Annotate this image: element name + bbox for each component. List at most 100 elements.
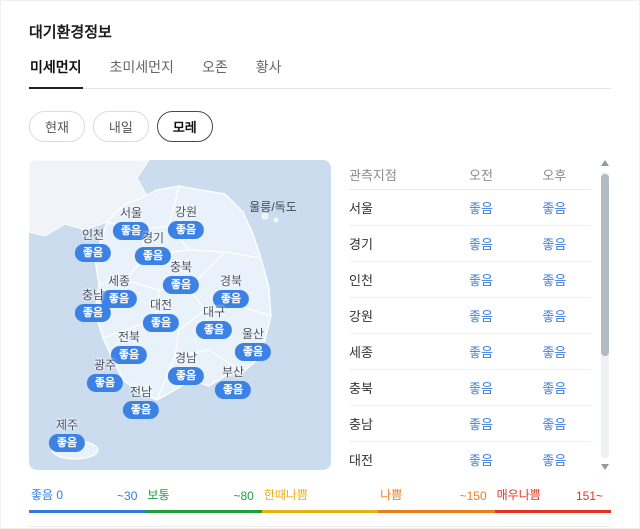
table-row: 서울 좋음 좋음 xyxy=(349,190,591,226)
status-badge: 좋음 xyxy=(134,247,172,265)
scroll-up-arrow-icon[interactable] xyxy=(601,160,609,166)
legend-segment: 보통 ~80 xyxy=(145,486,262,513)
cell-morning-status: 좋음 xyxy=(469,453,493,468)
status-badge: 좋음 xyxy=(112,222,150,240)
cell-region: 대전 xyxy=(349,453,373,468)
region-label: 경북 xyxy=(219,274,243,288)
cell-morning-status: 좋음 xyxy=(469,345,493,360)
day-filter-pill[interactable]: 내일 xyxy=(92,111,149,142)
region-label: 광주 xyxy=(93,358,117,372)
region-label: 경남 xyxy=(174,351,198,365)
status-badge: 좋음 xyxy=(86,374,124,392)
legend-range: ~150 xyxy=(459,489,487,503)
table-body: 서울 좋음 좋음 경기 좋음 좋음 인천 좋음 좋음 강원 좋음 좋음 세종 좋음 좋음 충북 좋음 좋음 충남 좋음… xyxy=(349,190,591,470)
tab-item[interactable]: 오존 xyxy=(201,57,229,88)
col-header-station: 관측지점 xyxy=(349,168,397,183)
status-badge: 좋음 xyxy=(142,314,180,332)
region-label: 인천 xyxy=(81,228,105,242)
cell-region: 인천 xyxy=(349,273,373,288)
table-row: 충북 좋음 좋음 xyxy=(349,370,591,406)
island-label: 울릉/독도 xyxy=(249,200,297,214)
aqi-legend: 좋음 0 ~30 보통 ~80 한때나쁨 나쁨 ~150 매우나쁨 151~ xyxy=(29,486,612,513)
cell-afternoon-status: 좋음 xyxy=(542,237,567,252)
cell-morning-status: 좋음 xyxy=(469,417,493,432)
cell-afternoon-status: 좋음 xyxy=(542,309,567,324)
tab-item[interactable]: 황사 xyxy=(255,57,283,88)
aqi-table: 관측지점 오전 오후 서울 좋음 좋음 경기 좋음 좋음 인천 좋음 좋음 강원 좋음 좋음 세종 좋음 좋… xyxy=(349,160,591,470)
legend-label: 보통 xyxy=(147,488,170,502)
status-badge: 좋음 xyxy=(110,346,148,364)
status-badge: 좋음 xyxy=(162,276,200,294)
cell-afternoon-status: 좋음 xyxy=(542,201,567,216)
legend-range: ~30 xyxy=(117,489,138,503)
region-label: 세종 xyxy=(107,274,131,288)
region-label: 서울 xyxy=(119,206,143,220)
col-header-morning: 오전 xyxy=(469,168,493,183)
table-row: 인천 좋음 좋음 xyxy=(349,262,591,298)
map-region-marker: 경북 좋음 xyxy=(212,274,250,308)
status-badge: 좋음 xyxy=(214,381,252,399)
tab-item[interactable]: 초미세먼지 xyxy=(109,57,175,88)
region-label: 부산 xyxy=(221,365,245,379)
day-filter-pill[interactable]: 모레 xyxy=(156,111,213,142)
cell-morning-status: 좋음 xyxy=(469,381,493,396)
map-region-marker: 울산 좋음 xyxy=(234,327,272,361)
korea-map: 울릉/독도 서울 좋음 강원 좋음 인천 좋음 경기 좋음 충북 좋음 세종 좋음 경북 좋음 충남 좋음 대전… xyxy=(29,160,331,470)
map-region-marker: 제주 좋음 xyxy=(48,418,86,452)
status-badge: 좋음 xyxy=(74,304,112,322)
legend-label: 매우나쁨 xyxy=(496,488,541,502)
cell-region: 세종 xyxy=(349,345,373,360)
cell-region: 충북 xyxy=(349,381,373,396)
col-header-afternoon: 오후 xyxy=(542,168,567,183)
cell-morning-status: 좋음 xyxy=(469,309,493,324)
scrollbar[interactable] xyxy=(599,160,611,470)
cell-region: 충남 xyxy=(349,417,373,432)
tab-item[interactable]: 미세먼지 xyxy=(29,57,83,89)
status-badge: 좋음 xyxy=(234,343,272,361)
page-title: 대기환경정보 xyxy=(29,24,112,41)
cell-region: 서울 xyxy=(349,201,373,216)
status-badge: 좋음 xyxy=(74,244,112,262)
cell-region: 강원 xyxy=(349,309,373,324)
scroll-down-arrow-icon[interactable] xyxy=(601,464,609,470)
region-label: 전남 xyxy=(129,385,153,399)
bottom-divider xyxy=(29,526,611,529)
scrollbar-thumb[interactable] xyxy=(601,174,609,356)
cell-morning-status: 좋음 xyxy=(469,273,493,288)
legend-segment: 좋음 0 ~30 xyxy=(29,486,146,513)
region-label: 충남 xyxy=(81,288,105,302)
table-header-row: 관측지점 오전 오후 xyxy=(349,160,591,190)
region-label: 대전 xyxy=(149,298,173,312)
status-badge: 좋음 xyxy=(167,221,205,239)
table-row: 세종 좋음 좋음 xyxy=(349,334,591,370)
status-badge: 좋음 xyxy=(100,290,138,308)
tab-bar: 미세먼지 초미세먼지 오존 황사 xyxy=(29,57,611,89)
day-filter-pill[interactable]: 현재 xyxy=(29,111,85,142)
cell-region: 경기 xyxy=(349,237,373,252)
cell-afternoon-status: 좋음 xyxy=(542,381,567,396)
legend-label: 나쁨 xyxy=(380,488,403,502)
legend-range: 151~ xyxy=(576,489,604,503)
legend-label: 좋음 0 xyxy=(31,488,64,502)
region-label: 전북 xyxy=(117,330,141,344)
cell-afternoon-status: 좋음 xyxy=(542,453,567,468)
day-filter-group: 현재 내일 모레 xyxy=(29,111,611,142)
legend-segment: 매우나쁨 151~ xyxy=(494,486,612,513)
region-label: 충북 xyxy=(169,260,193,274)
map-region-marker: 경남 좋음 xyxy=(167,351,205,385)
table-row: 강원 좋음 좋음 xyxy=(349,298,591,334)
map-region-marker: 경기 좋음 xyxy=(134,231,172,265)
table-row: 경기 좋음 좋음 xyxy=(349,226,591,262)
region-label: 강원 xyxy=(174,205,198,219)
status-badge: 좋음 xyxy=(48,434,86,452)
legend-segment: 한때나쁨 xyxy=(261,486,379,513)
legend-segment: 나쁨 ~150 xyxy=(378,486,495,513)
